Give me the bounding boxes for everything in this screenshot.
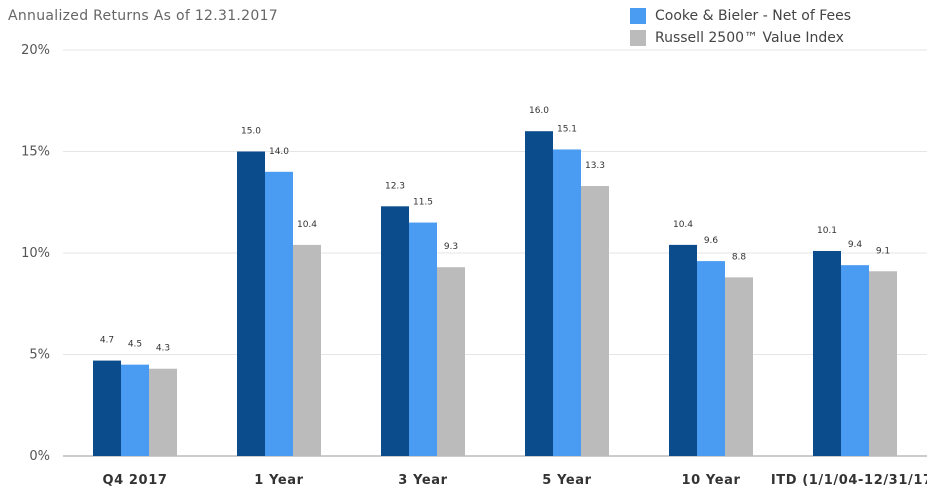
bar bbox=[293, 244, 321, 456]
bar bbox=[841, 265, 869, 456]
bar bbox=[265, 171, 293, 457]
data-label: 10.4 bbox=[297, 220, 317, 230]
bar bbox=[149, 368, 177, 456]
data-label: 11.5 bbox=[413, 198, 433, 208]
x-category-label: 1 Year bbox=[254, 473, 303, 486]
data-label: 9.4 bbox=[848, 240, 863, 250]
bar bbox=[669, 244, 697, 456]
y-tick-label: 0% bbox=[29, 449, 50, 464]
data-label: 14.0 bbox=[269, 147, 289, 157]
data-label: 10.4 bbox=[673, 220, 693, 230]
y-tick-label: 20% bbox=[21, 43, 50, 58]
legend-label-net-of-fees: Cooke & Bieler - Net of Fees bbox=[655, 8, 852, 24]
y-tick-label: 15% bbox=[21, 145, 50, 160]
legend: Cooke & Bieler - Net of Fees Russell 250… bbox=[630, 5, 851, 49]
x-category-label: 3 Year bbox=[398, 473, 447, 486]
bar bbox=[697, 261, 725, 456]
legend-swatch-russell bbox=[630, 30, 646, 46]
bar bbox=[553, 149, 581, 456]
bar bbox=[121, 364, 149, 456]
data-label: 4.5 bbox=[128, 340, 142, 350]
data-label: 8.8 bbox=[732, 252, 747, 262]
data-label: 9.3 bbox=[444, 242, 458, 252]
data-label: 15.0 bbox=[241, 127, 261, 137]
x-category-label: Q4 2017 bbox=[102, 473, 167, 486]
bar bbox=[237, 151, 265, 456]
bar bbox=[813, 250, 841, 456]
data-label: 10.1 bbox=[817, 226, 837, 236]
x-category-label: 5 Year bbox=[542, 473, 591, 486]
y-tick-label: 5% bbox=[29, 348, 50, 363]
chart-title: Annualized Returns As of 12.31.2017 bbox=[8, 8, 278, 24]
x-category-label: ITD (1/1/04-12/31/17) bbox=[771, 473, 927, 486]
x-category-label: 10 Year bbox=[681, 473, 740, 486]
data-label: 16.0 bbox=[529, 106, 549, 116]
data-label: 4.7 bbox=[100, 336, 114, 346]
legend-label-russell: Russell 2500™ Value Index bbox=[655, 30, 844, 46]
data-label: 4.3 bbox=[156, 344, 170, 354]
y-tick-label: 10% bbox=[21, 246, 50, 261]
data-label: 9.1 bbox=[876, 246, 890, 256]
data-label: 13.3 bbox=[585, 161, 605, 171]
bar bbox=[525, 131, 553, 456]
bar bbox=[725, 277, 753, 456]
bar bbox=[381, 206, 409, 456]
bar bbox=[437, 267, 465, 456]
bar bbox=[581, 186, 609, 456]
legend-item-net-of-fees: Cooke & Bieler - Net of Fees bbox=[630, 5, 851, 27]
legend-swatch-net-of-fees bbox=[630, 8, 646, 24]
data-label: 15.1 bbox=[557, 124, 577, 134]
bar bbox=[409, 222, 437, 456]
bar bbox=[869, 271, 897, 456]
legend-item-russell: Russell 2500™ Value Index bbox=[630, 27, 851, 49]
data-label: 12.3 bbox=[385, 181, 405, 191]
bar bbox=[93, 360, 121, 456]
data-label: 9.6 bbox=[704, 236, 719, 246]
